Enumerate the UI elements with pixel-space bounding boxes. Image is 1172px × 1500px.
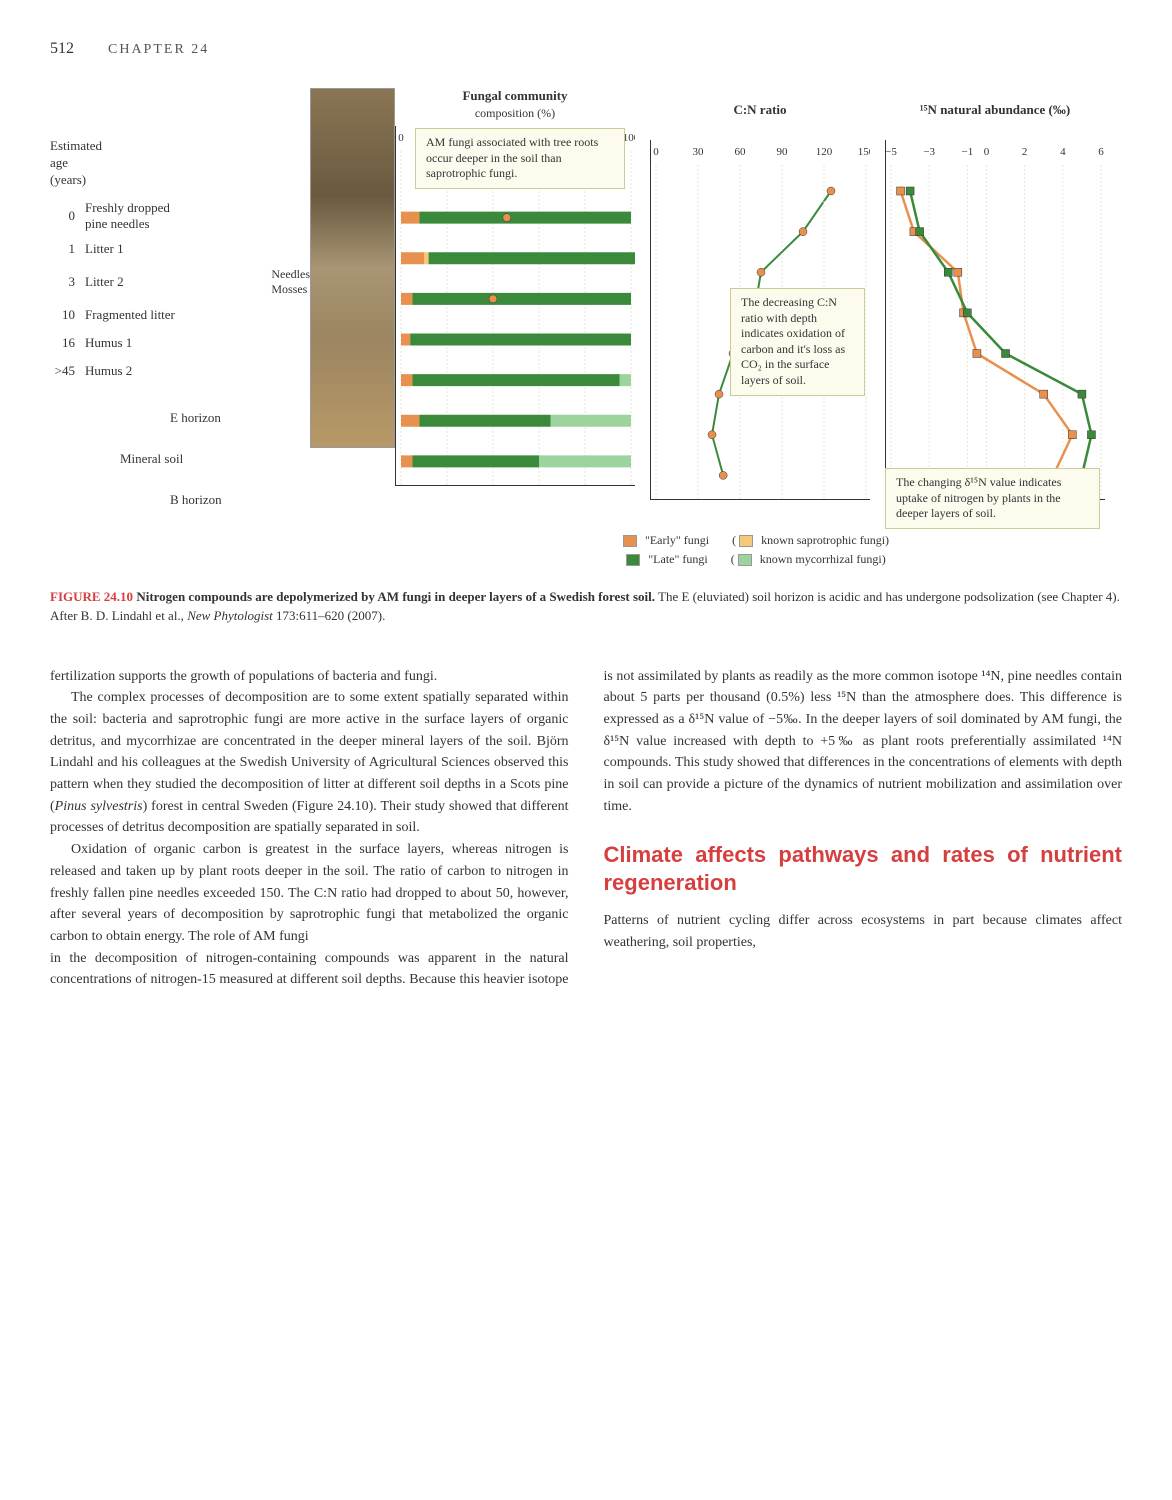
chart3-title: ¹⁵N natural abundance (‰)	[885, 102, 1105, 118]
body-p1: fertilization supports the growth of pop…	[50, 666, 569, 688]
legend-swatch-myc	[738, 554, 752, 566]
figure-caption: FIGURE 24.10 Nitrogen compounds are depo…	[50, 587, 1122, 626]
legend-myc-label: known mycorrhizal fungi)	[760, 552, 886, 566]
chart-legend: "Early" fungi ( known saprotrophic fungi…	[390, 533, 1122, 567]
cn-ratio-chart: C:N ratio 0 30 60 90 120 150 The decreasing C…	[650, 88, 870, 505]
body-p2a: The complex processes of decomposition a…	[50, 690, 569, 813]
svg-text:0: 0	[653, 146, 659, 158]
svg-text:60: 60	[735, 146, 747, 158]
body-p5: Patterns of nutrient cycling differ acro…	[604, 910, 1123, 953]
body-p2: The complex processes of decomposition a…	[50, 687, 569, 839]
svg-text:4: 4	[1060, 146, 1066, 158]
svg-text:−3: −3	[923, 146, 935, 158]
svg-text:−5: −5	[885, 146, 897, 158]
svg-text:2: 2	[1022, 146, 1028, 158]
layer-row: 3Litter 2NeedlesMosses	[50, 263, 310, 301]
annotation-cn-ratio: The decreasing C:N ratio with depth indi…	[730, 288, 865, 396]
legend-myc: ( known mycorrhizal fungi)	[731, 552, 886, 567]
soil-profile-image	[310, 88, 395, 448]
chart3-svg: −5 −3 −1 0 2 4 6	[885, 140, 1105, 500]
layer-labels-column: Estimated age (years) 0Freshly droppedpi…	[50, 88, 310, 508]
figure-cite-italic: New Phytologist	[187, 608, 273, 623]
legend-late: "Late" fungi	[626, 552, 707, 567]
page-header: 512 CHAPTER 24	[50, 40, 1122, 58]
body-text: fertilization supports the growth of pop…	[50, 666, 1122, 991]
body-p2-italic: Pinus sylvestris	[55, 799, 143, 814]
legend-sap-label: known saprotrophic fungi)	[761, 533, 889, 547]
chart2-title: C:N ratio	[650, 102, 870, 118]
fungal-composition-chart: Fungal community composition (%) 0204060…	[395, 88, 635, 505]
svg-text:0: 0	[984, 146, 990, 158]
legend-swatch-late	[626, 554, 640, 566]
chart1-subtitle: composition (%)	[395, 106, 635, 121]
age-header-l1: Estimated	[50, 138, 102, 153]
figure-24-10: Estimated age (years) 0Freshly droppedpi…	[50, 88, 1122, 626]
annotation-n15: The changing δ¹⁵N value indicates uptake…	[885, 468, 1100, 529]
b-horizon-label: B horizon	[170, 492, 310, 508]
body-p3: Oxidation of organic carbon is greatest …	[50, 839, 569, 947]
age-header-l3: (years)	[50, 172, 86, 187]
figure-title: Nitrogen compounds are depolymerized by …	[136, 589, 655, 604]
chapter-label: CHAPTER 24	[108, 42, 209, 57]
e-horizon-label: E horizon	[170, 410, 310, 426]
svg-text:150: 150	[858, 146, 870, 158]
charts-panel: Fungal community composition (%) 0 2 0 4 0 60…	[395, 88, 1122, 505]
layer-row: >45Humus 2	[50, 357, 310, 385]
annotation-am-fungi: AM fungi associated with tree roots occu…	[415, 128, 625, 189]
legend-swatch-sap	[739, 535, 753, 547]
figure-cite-rest: 173:611–620 (2007).	[273, 608, 386, 623]
age-header-l2: age	[50, 155, 68, 170]
legend-late-label: "Late" fungi	[648, 552, 707, 566]
layer-row: 1Litter 1	[50, 235, 310, 263]
legend-early-label: "Early" fungi	[645, 533, 709, 547]
chart1-title: Fungal community	[395, 88, 635, 104]
section-heading: Climate affects pathways and rates of nu…	[604, 841, 1123, 896]
n15-abundance-chart: ¹⁵N natural abundance (‰) −5−3−10246 The…	[885, 88, 1105, 505]
legend-swatch-early	[623, 535, 637, 547]
layer-row: 10Fragmented litter	[50, 301, 310, 329]
svg-text:30: 30	[693, 146, 705, 158]
svg-text:120: 120	[816, 146, 833, 158]
figure-label: FIGURE 24.10	[50, 589, 133, 604]
age-header: Estimated age (years)	[50, 138, 310, 189]
layer-row: 0Freshly droppedpine needles	[50, 197, 310, 235]
legend-early: "Early" fungi	[623, 533, 709, 548]
svg-text:6: 6	[1098, 146, 1104, 158]
page-number: 512	[50, 40, 74, 58]
legend-sap: ( known saprotrophic fungi)	[732, 533, 889, 548]
svg-text:0: 0	[398, 132, 404, 144]
mineral-soil-label: Mineral soil	[120, 451, 310, 467]
svg-text:90: 90	[777, 146, 789, 158]
svg-text:−1: −1	[962, 146, 974, 158]
layer-row: 16Humus 1	[50, 329, 310, 357]
